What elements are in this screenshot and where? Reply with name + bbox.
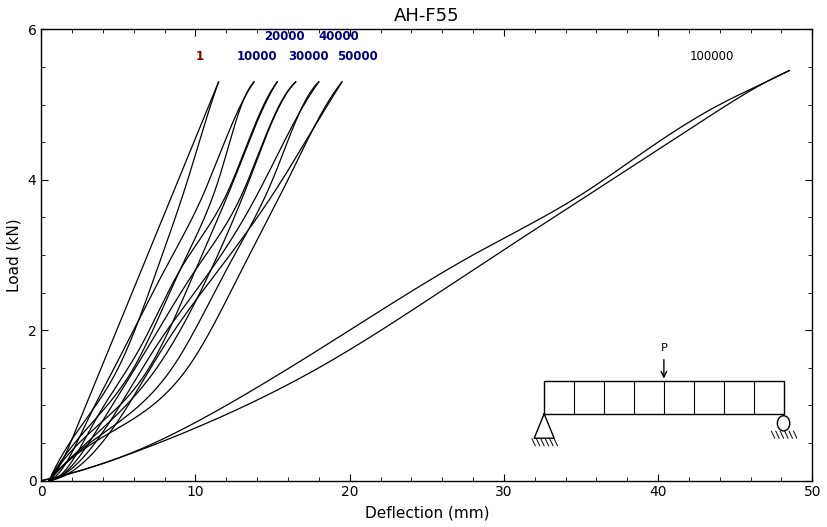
Text: 30000: 30000	[287, 50, 328, 63]
Y-axis label: Load (kN): Load (kN)	[7, 218, 22, 292]
Text: 20000: 20000	[265, 30, 305, 43]
X-axis label: Deflection (mm): Deflection (mm)	[364, 505, 489, 520]
Text: 1: 1	[196, 50, 204, 63]
Title: AH-F55: AH-F55	[394, 7, 459, 25]
Text: 40000: 40000	[318, 30, 359, 43]
Text: 50000: 50000	[337, 50, 377, 63]
Text: 10000: 10000	[237, 50, 277, 63]
Text: 100000: 100000	[689, 50, 734, 63]
